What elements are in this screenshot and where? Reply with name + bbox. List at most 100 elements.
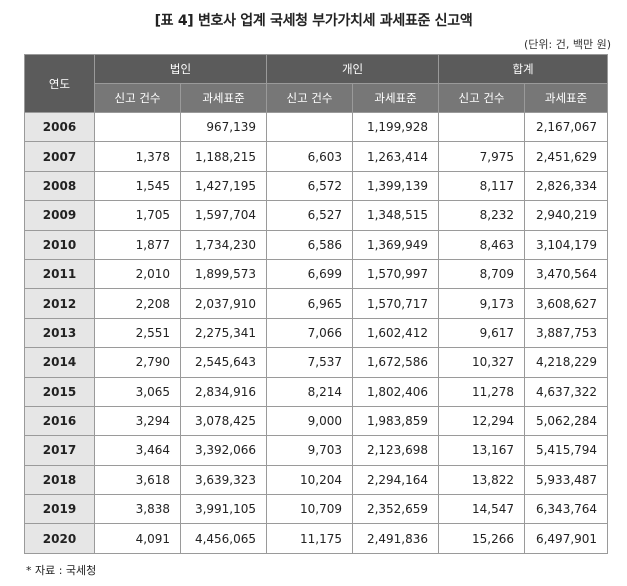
value-cell: 1,705 [94,200,181,231]
year-cell: 2014 [24,347,95,378]
value-cell: 3,608,627 [524,288,609,319]
group-header-total: 합계 [438,54,609,84]
value-cell: 1,734,230 [179,229,268,260]
table-row: 2014 2,790 2,545,643 7,537 1,672,586 10,327 4,… [24,347,609,378]
value-cell: 2,010 [94,258,181,290]
table-row: 2018 3,618 3,639,323 10,204 2,294,164 13,822 5… [24,464,609,496]
year-cell: 2015 [24,376,95,407]
value-cell: 5,062,284 [524,405,609,437]
table-title: [표 4] 변호사 업계 국세청 부가가치세 과세표준 신고액 [154,13,473,29]
year-cell: 2013 [24,317,95,349]
value-cell: 5,415,794 [524,435,609,466]
value-cell: 1,570,997 [352,258,440,290]
value-cell: 1,802,406 [352,376,440,407]
value-cell: 2,275,341 [179,317,268,349]
value-cell: 9,000 [266,405,354,437]
year-cell: 2007 [24,141,95,172]
value-cell: 13,167 [438,435,526,466]
value-cell: 2,940,219 [524,200,609,231]
value-cell: 7,537 [266,347,354,378]
value-cell: 4,456,065 [179,523,268,554]
value-cell: 1,378 [94,141,181,172]
value-cell: 1,597,704 [179,200,268,231]
value-cell: 8,232 [438,200,526,231]
value-cell: 4,218,229 [524,347,609,378]
table-row: 2012 2,208 2,037,910 6,965 1,570,717 9,173 3,6… [24,288,609,319]
value-cell: 1,369,949 [352,229,440,260]
value-cell: 1,602,412 [352,317,440,349]
value-cell: 1,188,215 [179,141,268,172]
year-cell: 2011 [24,258,95,290]
value-cell: 1,399,139 [352,170,440,202]
group-header-individual: 개인 [266,54,440,84]
value-cell: 3,078,425 [179,405,268,437]
table-row: 2019 3,838 3,991,105 10,709 2,352,659 14,547 6… [24,494,609,525]
year-cell: 2017 [24,435,95,466]
table-row: 2007 1,378 1,188,215 6,603 1,263,414 7,975 2,4… [24,141,609,172]
value-cell: 3,887,753 [524,317,609,349]
value-cell: 8,117 [438,170,526,202]
sub-header: 신고 건수 [94,83,181,113]
value-cell: 10,327 [438,347,526,378]
year-cell: 2009 [24,200,95,231]
source-note: * 자료 : 국세청 [26,564,97,577]
year-cell: 2020 [24,523,95,554]
value-cell: 967,139 [179,111,268,143]
value-cell: 7,975 [438,141,526,172]
unit-note: (단위: 건, 백만 원) [524,38,611,51]
table-row: 2010 1,877 1,734,230 6,586 1,369,949 8,463 3,1… [24,229,609,260]
year-header: 연도 [24,54,95,113]
value-cell: 3,065 [94,376,181,407]
value-cell: 1,199,928 [352,111,440,143]
value-cell: 8,709 [438,258,526,290]
table-row: 2006 967,139 1,199,928 2,167,067 [24,111,609,143]
value-cell: 8,463 [438,229,526,260]
sub-header: 과세표준 [352,83,440,113]
value-cell: 9,617 [438,317,526,349]
sub-header: 신고 건수 [438,83,526,113]
value-cell: 6,572 [266,170,354,202]
sub-header: 신고 건수 [266,83,354,113]
value-cell: 9,703 [266,435,354,466]
value-cell: 1,899,573 [179,258,268,290]
value-cell: 2,123,698 [352,435,440,466]
value-cell: 3,470,564 [524,258,609,290]
value-cell: 6,586 [266,229,354,260]
value-cell: 3,294 [94,405,181,437]
table-body: 2006 967,139 1,199,928 2,167,067 2007 1,378 1,… [24,111,609,554]
table-row: 2008 1,545 1,427,195 6,572 1,399,139 8,117 2,8… [24,170,609,202]
value-cell: 6,965 [266,288,354,319]
year-cell: 2010 [24,229,95,260]
value-cell: 1,877 [94,229,181,260]
value-cell [266,111,354,143]
group-header-corporate: 법인 [93,54,268,84]
value-cell: 2,451,629 [524,141,609,172]
value-cell: 6,699 [266,258,354,290]
sub-header: 과세표준 [179,83,268,113]
value-cell: 1,545 [94,170,181,202]
year-cell: 2008 [24,170,95,202]
value-cell: 6,527 [266,200,354,231]
value-cell: 1,672,586 [352,347,440,378]
value-cell: 11,175 [266,523,354,554]
tax-table: 연도 법인 개인 합계 신고 건수 과세표준 신고 건수 과세표준 신고 건수 … [24,54,609,554]
value-cell: 2,352,659 [352,494,440,525]
value-cell: 3,104,179 [524,229,609,260]
value-cell: 2,790 [94,347,181,378]
value-cell: 5,933,487 [524,464,609,496]
value-cell: 2,545,643 [179,347,268,378]
year-cell: 2018 [24,464,95,496]
value-cell: 1,427,195 [179,170,268,202]
value-cell: 1,983,859 [352,405,440,437]
value-cell: 2,491,836 [352,523,440,554]
value-cell [94,111,181,143]
value-cell: 4,637,322 [524,376,609,407]
value-cell: 1,570,717 [352,288,440,319]
table-row: 2013 2,551 2,275,341 7,066 1,602,412 9,617 3,8… [24,317,609,349]
value-cell: 4,091 [94,523,181,554]
value-cell: 12,294 [438,405,526,437]
value-cell: 3,464 [94,435,181,466]
value-cell: 3,639,323 [179,464,268,496]
value-cell: 6,343,764 [524,494,609,525]
value-cell: 3,618 [94,464,181,496]
